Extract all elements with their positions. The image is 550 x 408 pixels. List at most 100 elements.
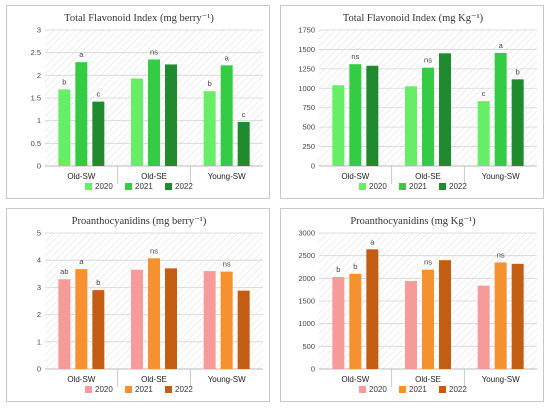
category-label: Young-SW xyxy=(482,172,520,181)
y-tick-label: 2 xyxy=(37,310,41,319)
legend-label: 2021 xyxy=(135,385,153,394)
y-tick-label: 1750 xyxy=(298,26,315,35)
bar-2020-Old-SE xyxy=(405,86,417,166)
significance-label: ns xyxy=(150,47,158,56)
significance-label: b xyxy=(336,265,340,274)
significance-label: ns xyxy=(497,250,505,259)
bar-2021-Old-SW xyxy=(75,269,88,369)
bar-2020-Old-SE xyxy=(131,269,143,369)
bar-2022-Old-SW xyxy=(366,249,379,369)
legend-label: 2020 xyxy=(369,385,387,394)
category-label: Old-SW xyxy=(67,172,95,181)
significance-label: a xyxy=(79,257,84,266)
legend-label: 2021 xyxy=(135,182,153,191)
bar-2022-Old-SW xyxy=(366,65,379,166)
significance-label: a xyxy=(370,237,375,246)
y-tick-label: 0 xyxy=(311,365,315,374)
legend-label: 2021 xyxy=(409,385,427,394)
significance-label: ns xyxy=(351,52,359,61)
category-label: Old-SE xyxy=(141,172,167,181)
y-tick-label: 0 xyxy=(37,162,41,171)
legend-label: 2020 xyxy=(95,182,113,191)
significance-label: c xyxy=(96,90,100,99)
y-tick-label: 1500 xyxy=(298,45,315,54)
bar-2021-Young-SW xyxy=(220,271,233,369)
bar-2021-Old-SW xyxy=(75,62,88,166)
chart-title: Proanthocyanidins (mg Kg⁻¹) xyxy=(350,216,476,227)
chart-panel-flavonoid-per-berry: Total Flavonoid Index (mg berry⁻¹) 0 0.5 1 1… xyxy=(6,5,270,199)
bar-2022-Young-SW xyxy=(511,79,524,166)
bar-2020-Old-SW xyxy=(332,276,345,369)
bar-2020-Old-SW xyxy=(58,89,71,166)
legend-swatch xyxy=(439,183,446,190)
bar-2021-Old-SE xyxy=(422,67,434,166)
y-tick-label: 3 xyxy=(37,283,41,292)
bar-2022-Old-SW xyxy=(92,101,105,166)
significance-label: ns xyxy=(424,258,432,267)
bar-2020-Old-SE xyxy=(131,78,143,166)
bar-2020-Old-SW xyxy=(332,85,345,166)
bar-2021-Old-SW xyxy=(349,273,362,369)
significance-label: b xyxy=(516,67,520,76)
significance-label: b xyxy=(96,278,100,287)
legend-label: 2020 xyxy=(369,182,387,191)
y-tick-label: 0.5 xyxy=(31,139,41,148)
y-tick-label: 750 xyxy=(302,103,315,112)
category-label: Young-SW xyxy=(208,172,246,181)
bar-2022-Old-SE xyxy=(439,53,451,166)
legend-swatch xyxy=(399,386,406,393)
bar-2022-Old-SE xyxy=(165,64,177,166)
legend-label: 2022 xyxy=(175,182,193,191)
y-tick-label: 500 xyxy=(302,123,315,132)
significance-label: b xyxy=(208,79,212,88)
bar-2022-Young-SW xyxy=(237,122,250,166)
category-label: Old-SW xyxy=(341,172,369,181)
category-label: Young-SW xyxy=(208,375,246,384)
y-tick-label: 2000 xyxy=(298,274,315,283)
bar-2022-Young-SW xyxy=(511,263,524,369)
legend-label: 2022 xyxy=(175,385,193,394)
y-tick-label: 1000 xyxy=(298,84,315,93)
bar-2022-Old-SE xyxy=(165,268,177,369)
significance-label: ns xyxy=(150,246,158,255)
bar-2021-Old-SE xyxy=(148,59,160,166)
chart-svg: Total Flavonoid Index (mg berry⁻¹) 0 0.5 1 1… xyxy=(31,13,263,191)
significance-label: c xyxy=(242,110,246,119)
bar-2022-Young-SW xyxy=(237,290,250,369)
legend-swatch xyxy=(399,183,406,190)
chart-title: Total Flavonoid Index (mg berry⁻¹) xyxy=(64,13,214,24)
chart-panel-proanthocyanidins-per-berry: Proanthocyanidins (mg berry⁻¹) 0 1 2 3 4 5 Old-… xyxy=(6,208,270,402)
bar-2021-Young-SW xyxy=(494,262,507,369)
bar-2020-Young-SW xyxy=(477,101,490,166)
legend-label: 2022 xyxy=(449,385,467,394)
significance-label: a xyxy=(79,50,84,59)
y-tick-label: 4 xyxy=(37,256,41,265)
bar-2020-Young-SW xyxy=(477,285,490,369)
category-label: Old-SW xyxy=(341,375,369,384)
legend-label: 2021 xyxy=(409,182,427,191)
legend-swatch xyxy=(165,183,172,190)
legend-swatch xyxy=(125,386,132,393)
bar-2020-Old-SE xyxy=(405,281,417,369)
y-tick-label: 3000 xyxy=(298,229,315,238)
bar-2021-Old-SE xyxy=(422,269,434,369)
chart-svg: Proanthocyanidins (mg berry⁻¹) 0 1 2 3 4 5 Old-… xyxy=(37,216,263,394)
significance-label: ns xyxy=(424,56,432,65)
y-tick-label: 1000 xyxy=(298,319,315,328)
significance-label: b xyxy=(353,262,357,271)
y-tick-label: 5 xyxy=(37,229,41,238)
legend-label: 2022 xyxy=(449,182,467,191)
y-tick-label: 250 xyxy=(302,142,315,151)
category-label: Old-SE xyxy=(415,172,441,181)
y-tick-label: 1 xyxy=(37,116,41,125)
y-tick-label: 2500 xyxy=(298,251,315,260)
legend-swatch xyxy=(359,386,366,393)
y-tick-label: 3 xyxy=(37,26,41,35)
legend-swatch xyxy=(85,183,92,190)
legend-swatch xyxy=(439,386,446,393)
bar-2022-Old-SW xyxy=(92,290,105,369)
bar-2021-Young-SW xyxy=(220,65,233,166)
chart-title: Proanthocyanidins (mg berry⁻¹) xyxy=(72,216,207,227)
significance-label: a xyxy=(499,41,504,50)
bar-2020-Old-SW xyxy=(58,279,71,369)
